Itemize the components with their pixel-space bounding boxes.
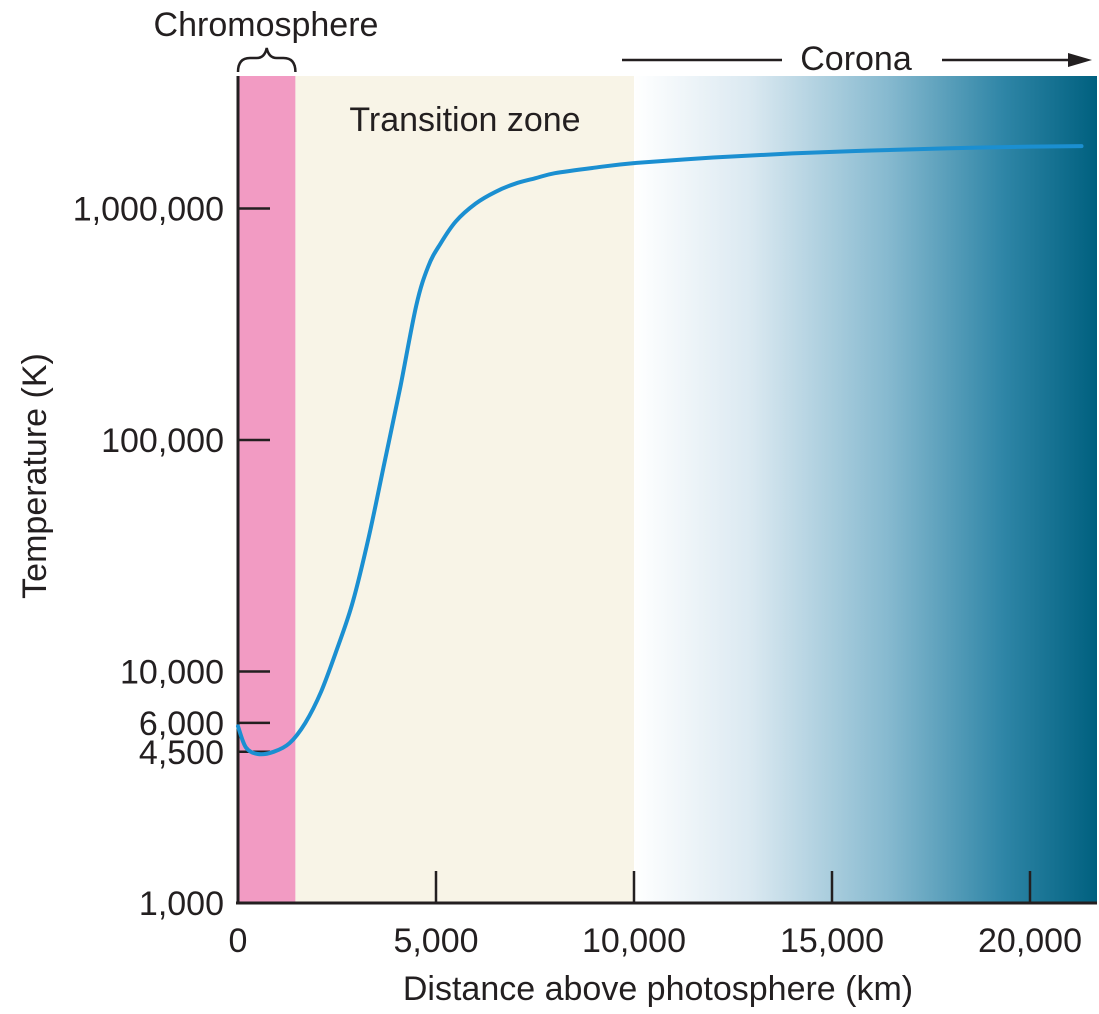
region-labels: Chromosphere Transition zone Corona: [154, 6, 1092, 139]
transition-zone-region: [295, 76, 634, 903]
chromosphere-region: [238, 76, 296, 903]
corona-region: [634, 76, 1097, 903]
x-ticks: 0 5,000 10,000 15,000 20,000: [229, 871, 1082, 960]
y-tick-label: 100,000: [101, 422, 224, 460]
y-tick-label: 1,000,000: [73, 191, 224, 229]
x-tick-label: 0: [229, 922, 248, 960]
x-axis-title: Distance above photosphere (km): [403, 970, 913, 1008]
x-tick-label: 20,000: [978, 922, 1082, 960]
corona-label: Corona: [800, 40, 912, 78]
y-tick-label: 4,500: [139, 734, 224, 772]
temperature-curve: [236, 144, 1084, 757]
y-axis-title: Temperature (K): [16, 353, 54, 599]
chromosphere-brace: [236, 47, 297, 73]
atmosphere-regions: [238, 76, 1097, 903]
chromosphere-label: Chromosphere: [154, 6, 379, 44]
corona-arrow-head: [1068, 53, 1092, 67]
x-tick-label: 5,000: [393, 922, 478, 960]
x-tick-label: 15,000: [780, 922, 884, 960]
y-tick-label: 1,000: [139, 885, 224, 923]
transition-zone-label: Transition zone: [349, 101, 580, 139]
axes: [236, 76, 1097, 905]
y-tick-label: 6,000: [139, 705, 224, 743]
y-tick-label: 10,000: [120, 654, 224, 692]
x-tick-label: 10,000: [582, 922, 686, 960]
